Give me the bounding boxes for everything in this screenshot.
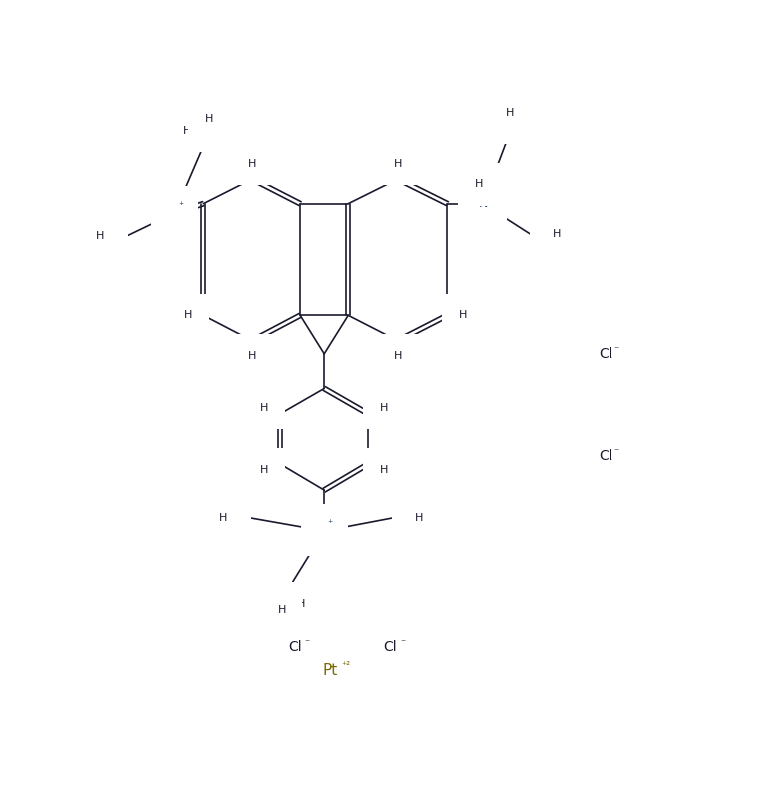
Text: H: H <box>277 605 286 615</box>
Text: H: H <box>409 502 416 512</box>
Text: H: H <box>248 159 256 169</box>
Text: H: H <box>380 465 388 475</box>
Text: H: H <box>506 108 514 117</box>
Text: H: H <box>204 114 213 124</box>
Text: H: H <box>546 219 555 229</box>
Text: H: H <box>183 310 192 320</box>
Text: N: N <box>479 197 488 210</box>
Text: Pt: Pt <box>322 663 337 678</box>
Text: H: H <box>475 180 483 189</box>
Text: H: H <box>248 351 256 361</box>
Text: ⁺: ⁺ <box>178 201 183 211</box>
Text: H: H <box>416 513 423 523</box>
Text: H: H <box>488 117 497 127</box>
Text: H: H <box>226 502 235 512</box>
Text: Cl: Cl <box>599 449 613 463</box>
Text: H: H <box>260 465 269 475</box>
Text: H: H <box>458 310 467 320</box>
Text: ⁺²: ⁺² <box>341 661 350 670</box>
Text: H: H <box>267 596 275 606</box>
Text: ⁻: ⁻ <box>400 638 406 648</box>
Text: H: H <box>214 124 222 134</box>
Text: H: H <box>260 403 269 413</box>
Text: H: H <box>183 125 191 136</box>
Text: N: N <box>170 206 179 220</box>
Text: Cl: Cl <box>288 640 301 654</box>
Text: H: H <box>96 231 104 241</box>
Text: ⁻: ⁻ <box>613 447 618 457</box>
Text: H: H <box>219 513 228 523</box>
Text: H: H <box>409 523 416 534</box>
Text: H: H <box>103 242 111 252</box>
Text: H: H <box>394 351 402 361</box>
Text: H: H <box>380 403 388 413</box>
Text: H: H <box>517 117 526 127</box>
Text: H: H <box>297 599 305 609</box>
Text: Cl: Cl <box>599 347 613 361</box>
Text: H: H <box>103 221 111 230</box>
Text: ⁻: ⁻ <box>613 345 618 355</box>
Text: H: H <box>394 159 402 169</box>
Text: Cl: Cl <box>383 640 397 654</box>
Text: H: H <box>546 240 555 250</box>
Text: H: H <box>553 229 562 240</box>
Text: H: H <box>226 523 235 534</box>
Text: ⁻: ⁻ <box>305 638 310 648</box>
Text: ⁺: ⁺ <box>328 519 333 529</box>
Text: N: N <box>319 524 329 538</box>
